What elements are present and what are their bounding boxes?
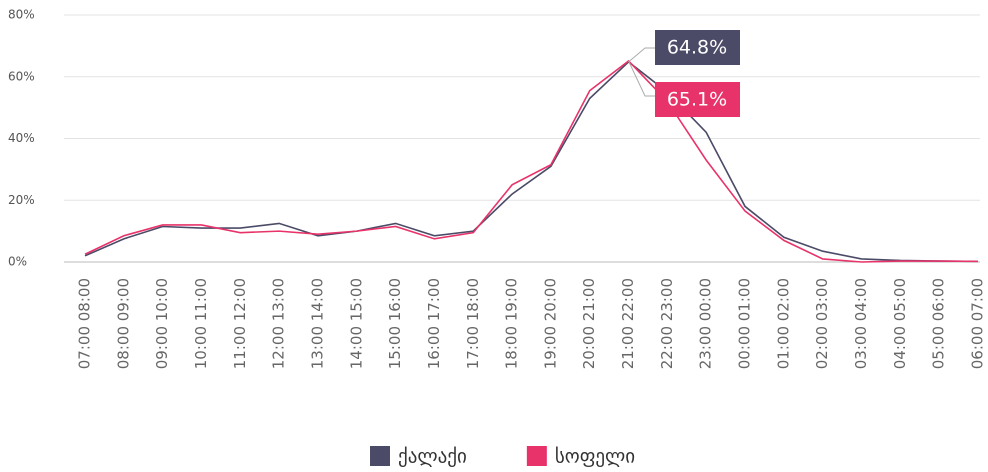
series-line (84, 60, 979, 263)
x-tick-label: 00:00 01:00 (736, 278, 754, 369)
tooltip-box (655, 30, 740, 65)
x-tick-label: 18:00 19:00 (503, 278, 521, 369)
y-tick-label: 0% (8, 255, 27, 269)
x-tick-label: 23:00 00:00 (697, 278, 715, 369)
x-tick-label: 19:00 20:00 (541, 278, 559, 369)
x-tick-label: 08:00 09:00 (114, 278, 132, 369)
x-tick-label: 10:00 11:00 (192, 278, 210, 369)
x-tick-label: 15:00 16:00 (386, 278, 404, 369)
x-tick-label: 02:00 03:00 (813, 278, 831, 369)
tooltip-connector (628, 60, 655, 97)
x-tick-label: 03:00 04:00 (852, 278, 870, 369)
legend-label: ქალაქი (398, 446, 467, 468)
tooltip-box (655, 82, 740, 117)
tooltip-label: 64.8% (667, 37, 727, 59)
x-tick-label: 12:00 13:00 (270, 278, 288, 369)
x-tick-label: 09:00 10:00 (153, 278, 171, 369)
x-tick-label: 21:00 22:00 (619, 278, 637, 369)
x-tick-label: 11:00 12:00 (231, 278, 249, 369)
y-tick-label: 80% (8, 8, 35, 22)
x-tick-label: 05:00 06:00 (930, 278, 948, 369)
series-line (84, 59, 979, 263)
legend-swatch (526, 446, 547, 466)
y-tick-label: 40% (8, 131, 35, 145)
y-tick-label: 60% (8, 69, 35, 83)
x-tick-label: 20:00 21:00 (580, 278, 598, 369)
x-tick-label: 01:00 02:00 (774, 278, 792, 369)
tooltip-connector (628, 47, 655, 63)
x-tick-label: 06:00 07:00 (969, 278, 987, 369)
x-tick-label: 16:00 17:00 (425, 278, 443, 369)
x-tick-label: 17:00 18:00 (464, 278, 482, 369)
y-tick-label: 20% (8, 193, 35, 207)
x-tick-label: 22:00 23:00 (658, 278, 676, 369)
x-tick-label: 14:00 15:00 (347, 278, 365, 369)
x-tick-label: 04:00 05:00 (891, 278, 909, 369)
x-tick-label: 13:00 14:00 (308, 278, 326, 369)
legend-swatch (370, 446, 390, 466)
legend-label: სოფელი (555, 446, 635, 468)
tooltip-label: 65.1% (667, 89, 727, 111)
x-tick-label: 07:00 08:00 (76, 278, 94, 369)
